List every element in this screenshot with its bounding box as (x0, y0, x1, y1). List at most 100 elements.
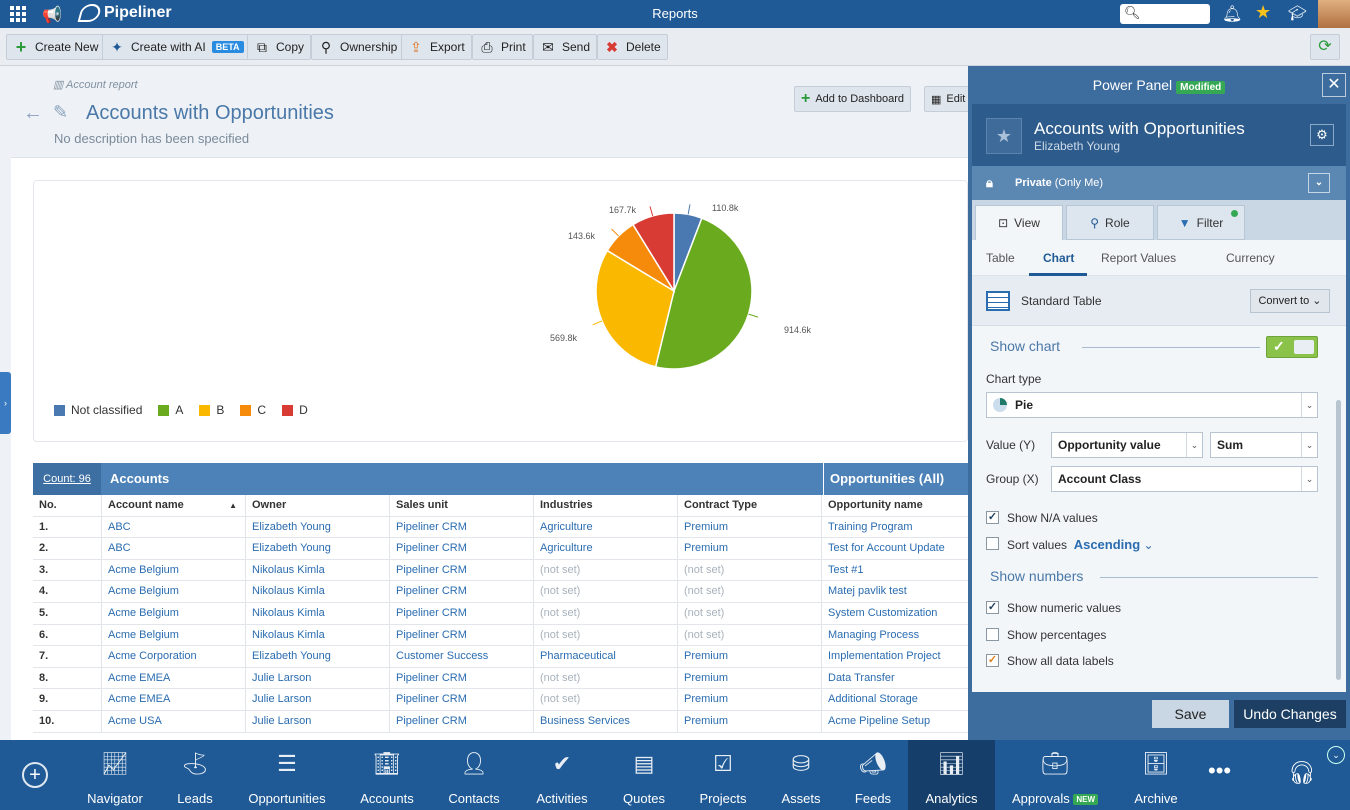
table-row[interactable]: 8. Acme EMEA Julie Larson Pipeliner CRM (not… (33, 667, 968, 690)
create-with-ai-button[interactable]: ✦ Create with AI BETA (102, 34, 251, 60)
group-select[interactable]: Account Class ⌄ (1051, 466, 1318, 492)
report-owner: Elizabeth Young (1034, 139, 1121, 153)
star-icon[interactable]: ★ (1255, 2, 1272, 22)
send-button[interactable]: ✉ Send (533, 34, 598, 60)
chart-type-select[interactable]: Pie ⌄ (986, 392, 1318, 418)
create-new-button[interactable]: + Create New (6, 34, 106, 60)
refresh-button[interactable]: ⟳ (1310, 34, 1340, 60)
close-button[interactable]: ✕ (1322, 73, 1346, 97)
nav-activities[interactable]: ✔ Activities (527, 740, 597, 810)
show-percentages-checkbox[interactable] (986, 628, 999, 641)
data-label-connector (687, 204, 691, 215)
table-cell: Acme Belgium (101, 603, 245, 624)
copy-button[interactable]: ⧉ Copy (247, 34, 312, 60)
table-row[interactable]: 2. ABC Elizabeth Young Pipeliner CRM Agricul… (33, 538, 968, 560)
export-button[interactable]: ⇪ Export (401, 34, 472, 60)
column-header[interactable]: Contract Type (677, 495, 821, 516)
legend-item[interactable]: D (282, 403, 308, 417)
more-icon[interactable]: ••• (1208, 758, 1232, 783)
edit-button[interactable]: ▦ Edit (924, 86, 974, 112)
delete-button[interactable]: ✖ Delete (597, 34, 668, 60)
show-na-label: Show N/A values (1007, 511, 1098, 525)
add-button[interactable]: + (22, 762, 48, 788)
print-button[interactable]: ⎙ Print (472, 34, 533, 60)
nav-contacts[interactable]: 👤︎ Contacts (440, 740, 508, 810)
table-row[interactable]: 4. Acme Belgium Nikolaus Kimla Pipeliner CR… (33, 581, 968, 603)
table-row[interactable]: 6. Acme Belgium Nikolaus Kimla Pipeliner CR… (33, 624, 968, 647)
data-label: 143.6k (568, 231, 596, 241)
subtab-chart[interactable]: Chart (1043, 251, 1075, 265)
table-row[interactable]: 5. Acme Belgium Nikolaus Kimla Pipeliner CR… (33, 603, 968, 625)
legend-item[interactable]: C (240, 403, 266, 417)
subtab-table[interactable]: Table (986, 251, 1015, 265)
column-header[interactable]: Opportunity name (821, 495, 968, 516)
nav-accounts[interactable]: 🏢︎ Accounts (349, 740, 425, 810)
standard-table-label: Standard Table (1021, 294, 1102, 308)
tab-filter[interactable]: ▼ Filter (1157, 205, 1245, 240)
panel-scrollbar[interactable] (1336, 400, 1341, 680)
nav-opportunities[interactable]: ☰ Opportunities (240, 740, 334, 810)
nav-approvals[interactable]: 💼︎ Approvals NEW (1005, 740, 1105, 810)
collapse-chevron-icon[interactable]: ⌄ (1327, 746, 1345, 764)
column-header[interactable]: Owner (245, 495, 389, 516)
privacy-bar[interactable]: 🔒︎ Private (Only Me) ⌄ (972, 166, 1346, 200)
nav-assets[interactable]: ⛁ Assets (770, 740, 832, 810)
subtab-currency[interactable]: Currency (1226, 251, 1275, 265)
nav-quotes[interactable]: ▤ Quotes (613, 740, 675, 810)
save-button[interactable]: Save (1152, 700, 1229, 728)
grid-icon: ▦ (931, 93, 942, 106)
legend-swatch (240, 404, 252, 416)
sort-direction-dropdown[interactable]: Ascending (1073, 537, 1141, 552)
value-select[interactable]: Opportunity value ⌄ (1051, 432, 1203, 458)
legend-item[interactable]: B (199, 403, 224, 417)
show-chart-toggle[interactable]: ✓ (1266, 336, 1318, 358)
table-row[interactable]: 9. Acme EMEA Julie Larson Pipeliner CRM (not… (33, 689, 968, 711)
sort-values-checkbox[interactable] (986, 537, 999, 550)
ownership-button[interactable]: ⚲ Ownership (311, 34, 405, 60)
table-row[interactable]: 1. ABC Elizabeth Young Pipeliner CRM Agricul… (33, 516, 968, 539)
nav-leads[interactable]: ⛳︎ Leads (162, 740, 228, 810)
tab-view[interactable]: ⊡ View (975, 205, 1063, 240)
legend-label: D (299, 403, 308, 417)
headset-icon[interactable]: 🎧︎ (1288, 760, 1316, 785)
nav-archive[interactable]: 🗄︎ Archive (1125, 740, 1187, 810)
aggregate-select[interactable]: Sum ⌄ (1210, 432, 1318, 458)
ownership-icon: ⚲ (320, 38, 332, 55)
privacy-dropdown-button[interactable]: ⌄ (1308, 173, 1330, 193)
settings-gear-button[interactable]: ⚙ (1310, 124, 1334, 146)
power-panel-title: Power Panel (1092, 77, 1173, 93)
bell-icon[interactable]: 🔔︎ (1222, 6, 1243, 23)
column-header[interactable]: Account name ▲ (101, 495, 245, 516)
column-header[interactable]: No. (39, 499, 57, 511)
megaphone-icon[interactable]: 📢 (42, 7, 62, 24)
graduation-cap-icon[interactable]: 🎓︎ (1288, 5, 1308, 22)
nav-analytics[interactable]: 📊︎ Analytics (908, 740, 995, 810)
convert-to-button[interactable]: Convert to ⌄ (1250, 289, 1330, 313)
app-grid-icon[interactable] (10, 6, 26, 22)
legend-item[interactable]: A (158, 403, 183, 417)
side-panel-toggle[interactable]: › (0, 372, 11, 434)
show-all-labels-checkbox[interactable]: ✓ (986, 654, 999, 667)
column-header[interactable]: Sales unit (389, 495, 533, 516)
avatar[interactable] (1318, 0, 1350, 28)
table-row[interactable]: 7. Acme Corporation Elizabeth Young Custome… (33, 646, 968, 668)
legend-item[interactable]: Not classified (54, 403, 142, 417)
favorite-star-icon[interactable]: ★ (986, 118, 1022, 154)
column-header[interactable]: Industries (533, 495, 677, 516)
table-row[interactable]: 10. Acme USA Julie Larson Pipeliner CRM Busi… (33, 711, 968, 733)
nav-navigator[interactable]: 📈︎ Navigator (80, 740, 150, 810)
quotes-icon: ▤ (633, 751, 655, 776)
subtab-report-values[interactable]: Report Values (1101, 251, 1177, 265)
add-to-dashboard-button[interactable]: + Add to Dashboard (794, 86, 912, 112)
table-row[interactable]: 3. Acme Belgium Nikolaus Kimla Pipeliner CR… (33, 559, 968, 582)
count-link[interactable]: Count: 96 (33, 463, 101, 495)
show-numeric-checkbox[interactable]: ✓ (986, 601, 999, 614)
nav-feeds[interactable]: 📣︎ Feeds (845, 740, 901, 810)
show-na-checkbox[interactable]: ✓ (986, 511, 999, 524)
search-input[interactable]: 🔍︎ (1120, 4, 1210, 24)
tab-role[interactable]: ⚲ Role (1066, 205, 1154, 240)
nav-projects[interactable]: ☑ Projects (690, 740, 756, 810)
undo-changes-button[interactable]: Undo Changes (1234, 700, 1346, 728)
pie-slice-a[interactable] (654, 217, 753, 370)
back-arrow-icon[interactable]: ← (23, 102, 43, 124)
